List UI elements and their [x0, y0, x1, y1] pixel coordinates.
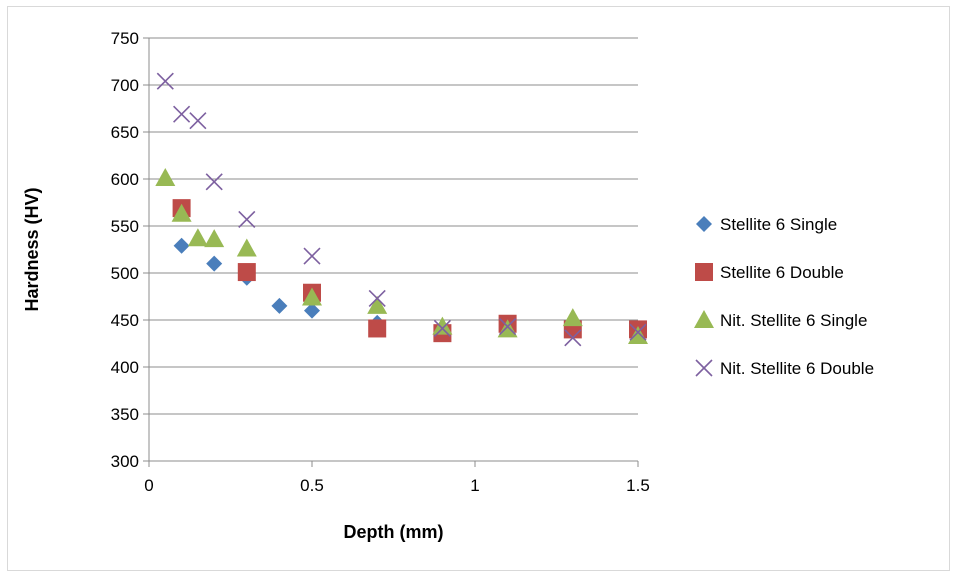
data-point	[628, 325, 648, 344]
data-point-stroke	[156, 72, 174, 90]
data-point	[562, 308, 583, 327]
legend-marker	[694, 310, 714, 328]
data-point-stroke	[629, 323, 647, 341]
data-point	[236, 238, 257, 257]
chart-frame	[7, 6, 950, 571]
x-tick-label: 1	[470, 476, 479, 495]
data-point-stroke	[205, 173, 223, 191]
data-point	[302, 287, 322, 306]
data-point-stroke	[433, 319, 451, 338]
data-point	[155, 168, 176, 187]
data-point	[173, 237, 190, 254]
legend: Stellite 6 Single Stellite 6 Double Nit. S…	[694, 215, 874, 378]
data-point	[173, 105, 191, 123]
data-point-stroke	[173, 105, 191, 123]
y-tick-label: 450	[111, 311, 139, 330]
data-point	[189, 112, 207, 130]
legend-item: Stellite 6 Single	[696, 215, 837, 234]
data-point	[205, 173, 223, 191]
data-point-stroke	[303, 247, 321, 265]
data-point	[497, 319, 518, 338]
y-tick-label: 700	[111, 76, 139, 95]
data-point	[237, 263, 256, 282]
tick-labels: 300 350 400 450 500 550 600 650 700 750 0 0.5 1 1.5	[111, 29, 650, 495]
legend-label: Nit. Stellite 6 Double	[720, 359, 874, 378]
data-point-stroke	[499, 318, 517, 336]
data-point	[367, 295, 388, 314]
gridlines	[149, 37, 638, 415]
legend-marker	[696, 216, 712, 232]
data-point	[564, 329, 582, 347]
series-2	[155, 168, 648, 344]
data-point	[304, 302, 320, 319]
y-tick-label: 750	[111, 29, 139, 48]
data-point-stroke	[238, 210, 256, 228]
data-points	[155, 72, 648, 347]
data-point	[499, 318, 517, 336]
x-axis-title: Depth (mm)	[344, 522, 444, 542]
legend-label: Stellite 6 Double	[720, 263, 844, 282]
y-tick-label: 650	[111, 123, 139, 142]
data-point-stroke	[564, 329, 582, 347]
data-point	[368, 289, 386, 307]
data-point-stroke	[189, 112, 207, 130]
legend-label: Stellite 6 Single	[720, 215, 837, 234]
legend-label: Nit. Stellite 6 Single	[720, 311, 867, 330]
y-tick-label: 500	[111, 264, 139, 283]
y-axis-title: Hardness (HV)	[22, 187, 42, 311]
data-point	[187, 228, 208, 247]
data-point-stroke	[368, 289, 386, 307]
series-3	[156, 72, 647, 347]
data-point	[238, 210, 256, 228]
data-point	[206, 255, 223, 272]
data-point	[271, 297, 288, 314]
y-tick-label: 550	[111, 217, 139, 236]
x-tick-label: 1.5	[626, 476, 650, 495]
legend-item: Stellite 6 Double	[695, 263, 844, 282]
data-point	[204, 229, 225, 248]
x-tick-label: 0	[144, 476, 153, 495]
y-tick-label: 600	[111, 170, 139, 189]
y-tick-label: 300	[111, 452, 139, 471]
legend-marker	[695, 263, 713, 281]
data-point	[156, 72, 174, 90]
x-tick-label: 0.5	[300, 476, 324, 495]
data-point	[432, 316, 453, 335]
legend-item: Nit. Stellite 6 Single	[694, 310, 867, 330]
y-tick-label: 350	[111, 405, 139, 424]
y-tick-label: 400	[111, 358, 139, 377]
legend-marker	[695, 359, 713, 377]
data-point	[368, 319, 387, 338]
data-point	[629, 323, 647, 341]
data-point	[171, 203, 192, 222]
legend-marker-stroke	[695, 359, 713, 377]
data-point	[303, 247, 321, 265]
data-point	[433, 319, 451, 338]
legend-item: Nit. Stellite 6 Double	[695, 359, 874, 378]
axes	[143, 37, 639, 467]
